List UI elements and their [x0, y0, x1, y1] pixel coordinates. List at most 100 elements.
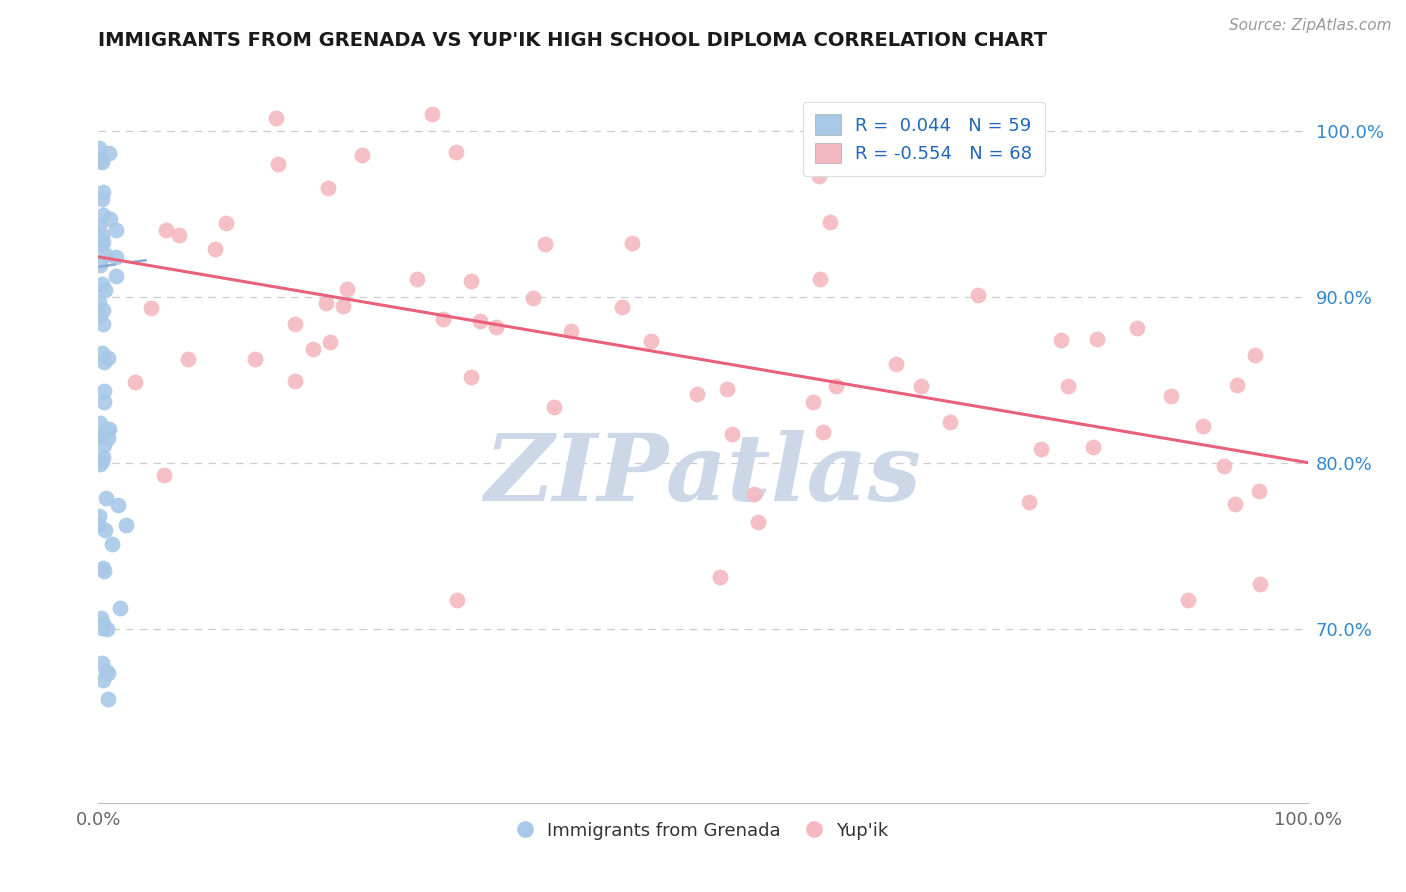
Point	[543, 401, 565, 415]
Point	[96, 491, 118, 505]
Point	[153, 467, 176, 482]
Point	[91, 450, 114, 464]
Point	[89, 417, 111, 431]
Point	[108, 601, 131, 615]
Point	[967, 288, 990, 302]
Point	[90, 657, 112, 671]
Point	[93, 355, 115, 369]
Point	[1249, 484, 1271, 499]
Point	[1226, 377, 1249, 392]
Point	[93, 438, 115, 452]
Point	[742, 487, 765, 501]
Point	[98, 211, 121, 226]
Point	[315, 296, 337, 310]
Point	[96, 623, 118, 637]
Point	[93, 561, 115, 575]
Point	[485, 320, 508, 334]
Point	[420, 107, 443, 121]
Point	[89, 237, 111, 252]
Point	[938, 415, 960, 429]
Point	[97, 665, 120, 680]
Text: ZIPatlas: ZIPatlas	[485, 430, 921, 519]
Point	[444, 145, 467, 159]
Point	[1160, 389, 1182, 403]
Point	[94, 523, 117, 537]
Point	[104, 268, 127, 283]
Point	[176, 352, 198, 367]
Point	[107, 499, 129, 513]
Point	[93, 208, 115, 222]
Point	[824, 379, 846, 393]
Point	[560, 324, 582, 338]
Point	[91, 317, 114, 331]
Point	[91, 673, 114, 687]
Point	[97, 692, 120, 706]
Point	[91, 454, 114, 468]
Point	[264, 112, 287, 126]
Point	[90, 155, 112, 169]
Point	[406, 272, 429, 286]
Point	[155, 223, 177, 237]
Point	[100, 537, 122, 551]
Point	[468, 314, 491, 328]
Point	[1057, 379, 1080, 393]
Point	[808, 169, 831, 183]
Point	[533, 237, 555, 252]
Point	[284, 317, 307, 331]
Point	[96, 248, 118, 262]
Point	[104, 250, 127, 264]
Point	[1212, 458, 1234, 473]
Point	[721, 427, 744, 442]
Point	[90, 611, 112, 625]
Point	[89, 308, 111, 322]
Point	[352, 148, 374, 162]
Point	[93, 283, 115, 297]
Point	[124, 376, 146, 390]
Text: Source: ZipAtlas.com: Source: ZipAtlas.com	[1229, 18, 1392, 33]
Point	[91, 346, 114, 360]
Point	[1223, 497, 1246, 511]
Point	[1029, 442, 1052, 457]
Point	[87, 295, 110, 310]
Point	[301, 342, 323, 356]
Point	[91, 617, 114, 632]
Point	[98, 422, 121, 436]
Point	[1177, 593, 1199, 607]
Point	[316, 180, 339, 194]
Point	[87, 518, 110, 533]
Point	[90, 429, 112, 443]
Point	[90, 621, 112, 635]
Point	[884, 357, 907, 371]
Point	[640, 334, 662, 349]
Point	[93, 384, 115, 399]
Point	[204, 242, 226, 256]
Point	[97, 431, 120, 445]
Legend: Immigrants from Grenada, Yup'ik: Immigrants from Grenada, Yup'ik	[510, 814, 896, 847]
Point	[460, 370, 482, 384]
Point	[709, 570, 731, 584]
Point	[89, 458, 111, 472]
Point	[89, 258, 111, 272]
Point	[460, 274, 482, 288]
Point	[115, 518, 138, 533]
Point	[522, 291, 544, 305]
Point	[141, 301, 163, 315]
Point	[90, 237, 112, 252]
Point	[432, 312, 454, 326]
Point	[1192, 419, 1215, 434]
Point	[621, 236, 644, 251]
Point	[1050, 333, 1073, 347]
Point	[811, 425, 834, 439]
Point	[1243, 348, 1265, 362]
Point	[686, 387, 709, 401]
Point	[91, 429, 114, 443]
Point	[716, 382, 738, 396]
Point	[808, 272, 831, 286]
Point	[87, 140, 110, 154]
Point	[1126, 321, 1149, 335]
Point	[104, 223, 127, 237]
Point	[318, 334, 340, 349]
Point	[215, 216, 238, 230]
Point	[93, 395, 115, 409]
Text: IMMIGRANTS FROM GRENADA VS YUP'IK HIGH SCHOOL DIPLOMA CORRELATION CHART: IMMIGRANTS FROM GRENADA VS YUP'IK HIGH S…	[98, 31, 1047, 50]
